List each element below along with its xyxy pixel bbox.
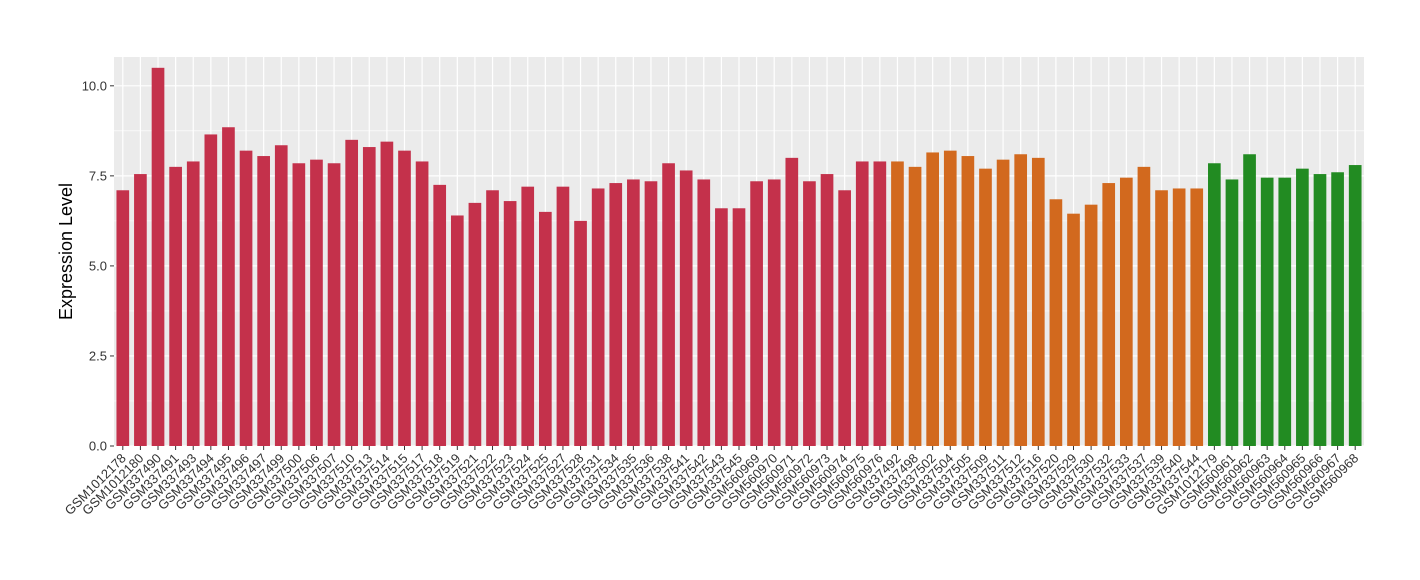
bar-GSM560969	[750, 181, 763, 446]
bar-GSM337512	[1014, 154, 1028, 446]
y-tick-label: 7.5	[89, 168, 107, 183]
bar-GSM337514	[380, 141, 394, 446]
bar-GSM337499	[274, 145, 288, 447]
bar-GSM560964	[1278, 177, 1292, 446]
bar-GSM337539	[1155, 190, 1168, 446]
bar-GSM337542	[697, 179, 711, 447]
bar-GSM337545	[732, 208, 746, 446]
bar-GSM337504	[943, 150, 957, 447]
y-tick-label: 5.0	[89, 258, 107, 273]
bar-GSM337536	[644, 181, 658, 446]
bar-GSM560971	[785, 157, 799, 446]
bar-GSM1012180	[134, 174, 147, 446]
bar-GSM337510	[345, 139, 359, 446]
bar-GSM337493	[186, 161, 200, 446]
bar-GSM337540	[1172, 188, 1186, 446]
bar-GSM560968	[1348, 165, 1362, 447]
bar-GSM337528	[574, 220, 587, 446]
bar-GSM337529	[1067, 213, 1080, 446]
bar-GSM337534	[609, 183, 623, 446]
bar-GSM337525	[539, 211, 552, 446]
bar-GSM337535	[627, 179, 640, 447]
y-tick-label: 2.5	[89, 348, 107, 363]
bar-GSM337541	[679, 170, 693, 447]
bar-GSM337498	[908, 166, 922, 446]
bar-GSM560972	[803, 181, 816, 446]
bar-GSM560961	[1225, 179, 1239, 447]
y-axis: 0.0 2.5 5.0 7.5 10.0	[82, 78, 114, 454]
bar-GSM337502	[926, 152, 939, 446]
bar-GSM560976	[873, 161, 887, 446]
bar-GSM337520	[1049, 199, 1063, 446]
bar-GSM560963	[1260, 177, 1274, 446]
bar-GSM337495	[222, 127, 235, 446]
bar-GSM560965	[1296, 168, 1309, 446]
bar-GSM337506	[310, 159, 323, 446]
bar-GSM560973	[820, 174, 834, 446]
bar-GSM337491	[169, 166, 182, 446]
bar-GSM560966	[1313, 174, 1327, 446]
bar-GSM337497	[257, 156, 270, 447]
bar-GSM337507	[327, 163, 341, 446]
bar-GSM337524	[521, 186, 535, 446]
bar-GSM337494	[204, 134, 218, 446]
bar-GSM337537	[1137, 166, 1151, 446]
bars	[116, 67, 1362, 447]
y-tick-label: 0.0	[89, 439, 107, 454]
bar-GSM337511	[996, 159, 1010, 446]
bar-GSM560974	[838, 190, 851, 446]
bar-GSM337544	[1190, 188, 1204, 446]
bar-GSM1012179	[1208, 163, 1221, 446]
bar-GSM337522	[486, 190, 499, 446]
bar-GSM337515	[398, 150, 411, 447]
bar-GSM337530	[1084, 204, 1098, 446]
bar-GSM337532	[1102, 183, 1116, 446]
bar-GSM337523	[503, 201, 517, 446]
bar-GSM337527	[556, 186, 570, 446]
y-axis-title: Expression Level	[56, 183, 76, 320]
bar-GSM560970	[767, 179, 781, 447]
bar-GSM337516	[1031, 157, 1045, 446]
bar-GSM337533	[1119, 177, 1133, 446]
bar-GSM337513	[362, 147, 376, 446]
bar-GSM337490	[151, 67, 165, 447]
bar-GSM337521	[468, 202, 482, 446]
bar-GSM337531	[591, 188, 605, 446]
bar-GSM560962	[1243, 154, 1256, 446]
bar-GSM337518	[433, 184, 447, 447]
bar-GSM1012178	[116, 190, 130, 446]
bar-GSM560967	[1331, 172, 1344, 446]
bar-GSM337500	[292, 163, 306, 446]
x-axis: GSM1012178GSM1012180GSM337490GSM337491GS…	[62, 446, 1361, 518]
bar-GSM337517	[415, 161, 429, 446]
bar-GSM337538	[662, 163, 675, 446]
bar-GSM337492	[891, 161, 904, 446]
bar-GSM337496	[239, 150, 253, 447]
bar-GSM337543	[715, 208, 728, 446]
bar-GSM560975	[855, 161, 869, 446]
bar-GSM337519	[450, 215, 464, 446]
bar-GSM337505	[961, 156, 975, 447]
y-tick-label: 10.0	[82, 78, 107, 93]
bar-GSM337509	[979, 168, 992, 446]
